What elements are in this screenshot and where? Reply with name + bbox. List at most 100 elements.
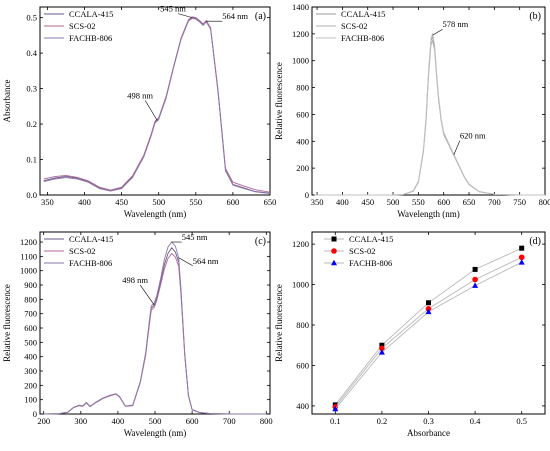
y-tick-label: 0.2 [26,119,37,129]
y-tick-label: 900 [24,280,37,290]
x-tick-label: 600 [186,416,199,426]
x-tick-label: 400 [336,197,349,207]
y-tick-label: 800 [296,320,309,330]
legend-marker [331,248,337,254]
y-axis-title: Absorbance [2,80,12,123]
y-tick-label: 800 [296,83,309,93]
x-tick-label: 550 [412,197,425,207]
y-tick-label: 0.1 [26,155,37,165]
plot-frame [39,6,271,196]
x-tick-label: 0.4 [470,416,481,426]
x-tick-label: 300 [74,416,87,426]
legend-label-2: FACHB-806 [349,258,392,268]
x-tick-label: 0.5 [516,416,527,426]
chart-panel-d: 0.1 0.2 0.3 0.4 0.5 400 600 800 1000 1200 Absorban… [274,231,546,438]
y-tick-label: 1000 [292,280,309,290]
legend-label-0: CCALA-415 [349,234,393,244]
x-tick-label: 200 [37,416,50,426]
series-line-1 [43,16,271,193]
annotation-label: 545 nm [160,4,186,14]
x-tick-label: 350 [41,197,54,207]
x-tick-label: 0.3 [423,416,434,426]
legend-label-2: FACHB-806 [69,258,112,268]
y-tick-label: 500 [24,337,37,347]
y-tick-label: 1100 [20,251,37,261]
legend-label-0: CCALA-415 [341,9,385,19]
panel-label: (b) [529,11,541,22]
annotation-arrow [432,28,443,36]
legend-label-1: SCS-02 [341,21,367,31]
annotation-arrow [178,13,193,18]
legend-label-2: FACHB-806 [341,33,384,43]
x-tick-label: 0.1 [330,416,341,426]
legend-label-1: SCS-02 [69,246,95,256]
y-tick-label: 600 [24,323,37,333]
y-tick-label: 1000 [20,266,37,276]
x-tick-label: 550 [189,197,202,207]
legend-label-0: CCALA-415 [69,9,113,19]
annotation-arrow [453,140,461,155]
y-tick-label: 0 [33,409,37,419]
chart-panel-b: 350 400 450 500 550 600 650 700 750 800 0 200 400 600… [274,2,550,219]
y-tick-label: 400 [296,401,309,411]
y-tick-label: 1200 [292,29,309,39]
x-axis-title: Wavelength (nm) [124,428,187,438]
x-tick-label: 500 [152,197,165,207]
y-tick-label: 200 [24,380,37,390]
data-point-square [519,245,525,251]
panel-label: (d) [529,236,541,247]
x-tick-label: 700 [223,416,236,426]
y-tick-label: 600 [296,360,309,370]
data-point-triangle [472,282,479,288]
x-tick-label: 450 [361,197,374,207]
series-line-2 [334,261,522,410]
series-line-0 [334,247,522,406]
annotation-label: 498 nm [127,91,153,101]
x-tick-label: 700 [488,197,501,207]
y-axis-title: Relative fluorescence [274,284,284,362]
y-tick-label: 1000 [292,56,309,66]
data-point-square [472,266,478,272]
annotation-label: 564 nm [222,11,248,21]
panel-label: (a) [255,11,266,22]
panel-label: (c) [255,236,266,247]
x-tick-label: 750 [513,197,526,207]
y-tick-label: 400 [296,136,309,146]
annotation-label: 564 nm [193,256,219,266]
annotation-arrow [140,284,155,306]
y-tick-label: 400 [24,352,37,362]
x-tick-label: 500 [387,197,400,207]
y-tick-label: 1400 [292,2,309,12]
legend-marker [331,236,337,242]
chart-panel-a: 350 400 450 500 550 600 650 0.0 0.1 0.2 0.3 0.4 0.5 W… [2,4,276,219]
x-tick-label: 800 [260,416,273,426]
y-tick-label: 200 [296,163,309,173]
series-line-1 [43,252,267,415]
data-point-circle [472,276,478,283]
x-tick-label: 350 [311,197,324,207]
x-tick-label: 800 [539,197,550,207]
x-tick-label: 650 [463,197,476,207]
x-tick-label: 400 [78,197,91,207]
annotation-label: 498 nm [122,275,148,285]
y-tick-label: 1200 [20,237,37,247]
chart-panel-c: 200 300 400 500 600 700 800 0 100 200 300 400 500 600… [2,231,273,438]
y-tick-label: 600 [296,109,309,119]
y-axis-title: Relative fluorescence [274,62,284,140]
x-tick-label: 400 [112,416,125,426]
data-point-triangle [518,259,525,265]
series-line-2 [314,32,545,196]
series-line-0 [43,17,271,194]
y-tick-label: 100 [24,395,37,405]
data-point-triangle [425,308,432,315]
legend-label-1: SCS-02 [349,246,375,256]
y-tick-label: 0.3 [26,84,37,94]
x-tick-label: 650 [264,197,277,207]
x-axis-title: Wavelength (nm) [397,209,460,219]
y-tick-label: 300 [24,366,37,376]
x-tick-label: 0.2 [377,416,388,426]
y-tick-label: 0.5 [26,13,37,23]
data-point-triangle [332,405,339,412]
x-axis-title: Wavelength (nm) [124,209,187,219]
